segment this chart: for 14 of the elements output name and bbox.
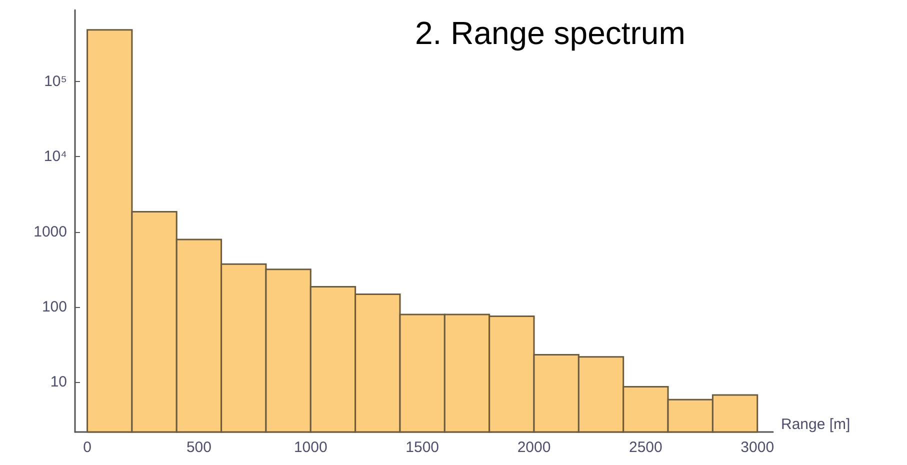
y-tick-label: 10⁴ [44,148,67,166]
y-tick-label: 100 [42,298,67,316]
x-tick-label: 3000 [740,439,774,456]
x-tick-label: 0 [83,439,92,456]
chart-title: 2. Range spectrum [415,15,686,51]
y-tick-label: 1000 [34,223,67,240]
x-axis-title: Range [m] [781,416,850,433]
x-tick-label: 2000 [517,439,551,456]
x-tick-label: 1000 [294,439,328,456]
x-tick-label: 500 [186,439,212,456]
y-tick-label: 10 [50,373,67,390]
x-tick-label: 1500 [406,439,440,456]
x-tick-label: 2500 [628,439,662,456]
y-tick-label: 10⁵ [44,73,67,90]
